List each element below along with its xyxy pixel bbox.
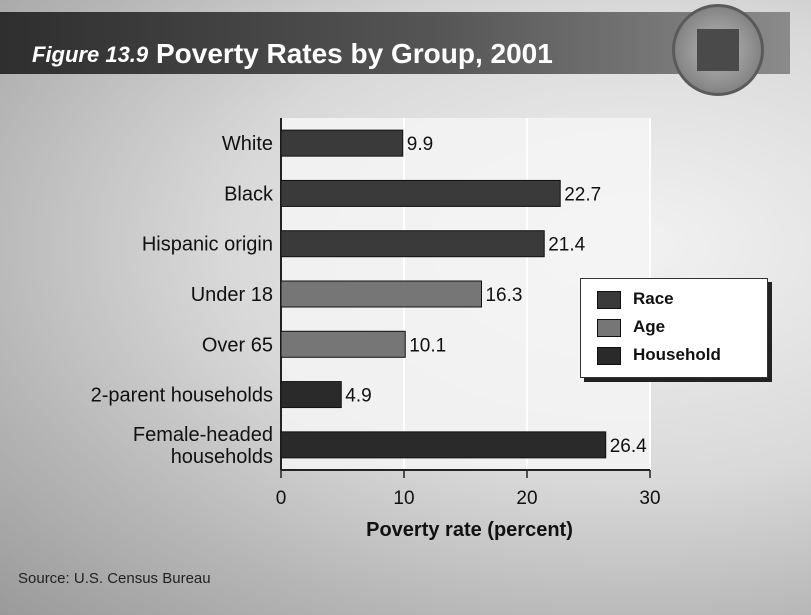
category-label: White <box>222 133 273 155</box>
category-label: 2-parent households <box>91 385 273 407</box>
source-note: Source: U.S. Census Bureau <box>18 570 211 587</box>
legend: Race Age Household <box>580 278 768 378</box>
seal-icon <box>672 4 764 96</box>
bar-age <box>280 330 406 358</box>
x-tick-label: 10 <box>393 488 414 509</box>
bar-value-label: 9.9 <box>407 134 433 155</box>
bar-value-label: 26.4 <box>610 436 647 457</box>
legend-label-race: Race <box>633 289 674 308</box>
category-label: Black <box>224 183 274 205</box>
x-tick-label: 0 <box>276 488 287 509</box>
bar-value-label: 4.9 <box>345 386 371 407</box>
legend-swatch-household <box>597 347 621 365</box>
category-label: Hispanic origin <box>142 234 273 256</box>
bar-race <box>280 129 404 157</box>
bar-household <box>280 431 607 459</box>
figure-title: Poverty Rates by Group, 2001 <box>156 38 553 69</box>
title-bar: Figure 13.9 Poverty Rates by Group, 2001 <box>0 12 790 74</box>
x-tick-label: 30 <box>639 488 660 509</box>
bar-value-label: 16.3 <box>485 285 522 306</box>
x-tick-label: 20 <box>516 488 537 509</box>
category-label: Female-headed <box>133 424 273 446</box>
bar-race <box>280 179 561 207</box>
figure-number: Figure 13.9 <box>32 42 149 67</box>
legend-swatch-race <box>597 291 621 309</box>
bar-race <box>280 230 545 258</box>
legend-label-household: Household <box>633 345 721 364</box>
bar-household <box>280 381 342 409</box>
bar-value-label: 10.1 <box>409 335 446 356</box>
category-label: Under 18 <box>191 284 273 306</box>
x-axis-title: Poverty rate (percent) <box>366 519 573 541</box>
legend-label-age: Age <box>633 317 666 336</box>
bar-age <box>280 280 482 308</box>
bar-value-label: 22.7 <box>564 184 601 205</box>
legend-swatch-age <box>597 319 621 337</box>
category-label: Over 65 <box>202 334 273 356</box>
category-label: households <box>171 446 273 468</box>
bar-value-label: 21.4 <box>548 235 585 256</box>
